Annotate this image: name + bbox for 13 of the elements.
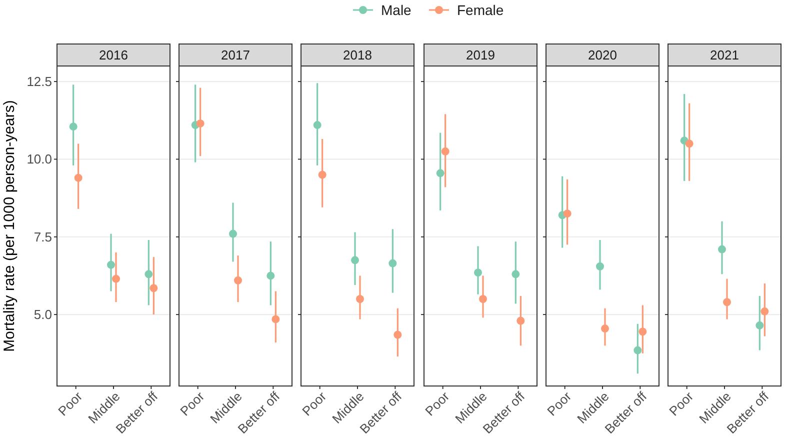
legend-label: Male — [381, 2, 412, 18]
y-tick-label: 5.0 — [34, 307, 52, 322]
chart-title: 2016 — [99, 48, 128, 62]
chart-title: 2019 — [466, 48, 495, 62]
y-axis-title: Mortality rate (per 1000 person-years) — [1, 100, 18, 352]
y-tick-label: 12.5 — [26, 74, 52, 90]
chart-title: 2020 — [588, 48, 617, 62]
y-tick-label: 7.5 — [34, 229, 52, 244]
chart-title: 2018 — [343, 48, 372, 62]
legend-label: Female — [457, 2, 504, 18]
y-tick-label: 10.0 — [26, 152, 52, 167]
chart-title: 2021 — [710, 48, 739, 62]
chart-title: 2017 — [221, 48, 250, 62]
